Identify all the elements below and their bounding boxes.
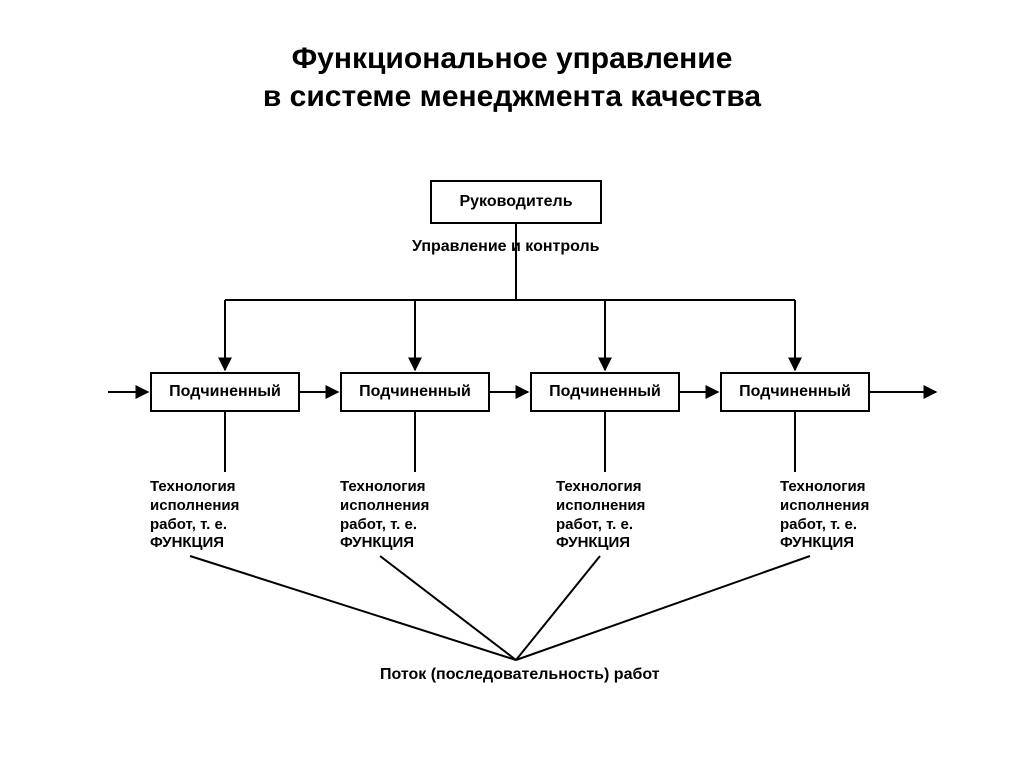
mid-label-text: Управление и контроль [412, 238, 600, 255]
mid-label: Управление и контроль [412, 238, 600, 256]
tech-line: работ, т. е. [780, 516, 857, 533]
subordinate-box-4: Подчиненный [720, 372, 870, 412]
subordinate-label: Подчиненный [359, 383, 471, 401]
tech-line: работ, т. е. [556, 516, 633, 533]
tech-line: Технология [780, 478, 865, 495]
root-box: Руководитель [430, 180, 602, 224]
tech-line: исполнения [150, 497, 239, 514]
title-line-2: в системе менеджмента качества [263, 80, 761, 113]
tech-line: работ, т. е. [150, 516, 227, 533]
subordinate-box-3: Подчиненный [530, 372, 680, 412]
subordinate-label: Подчиненный [549, 383, 661, 401]
tech-line: ФУНКЦИЯ [340, 534, 414, 551]
tech-block-2: Технология исполнения работ, т. е. ФУНКЦ… [340, 478, 429, 553]
flow-label: Поток (последовательность) работ [380, 666, 660, 684]
tech-line: ФУНКЦИЯ [150, 534, 224, 551]
diagram-page: Функциональное управление в системе мене… [0, 0, 1024, 767]
subordinate-label: Подчиненный [169, 383, 281, 401]
tech-line: исполнения [556, 497, 645, 514]
subordinate-box-2: Подчиненный [340, 372, 490, 412]
tech-block-3: Технология исполнения работ, т. е. ФУНКЦ… [556, 478, 645, 553]
page-title: Функциональное управление в системе мене… [0, 40, 1024, 115]
tech-line: ФУНКЦИЯ [556, 534, 630, 551]
tech-line: Технология [556, 478, 641, 495]
tech-line: Технология [150, 478, 235, 495]
subordinate-label: Подчиненный [739, 383, 851, 401]
flow-label-text: Поток (последовательность) работ [380, 666, 660, 683]
title-line-1: Функциональное управление [292, 42, 733, 75]
tech-block-4: Технология исполнения работ, т. е. ФУНКЦ… [780, 478, 869, 553]
tech-line: исполнения [780, 497, 869, 514]
tech-line: ФУНКЦИЯ [780, 534, 854, 551]
tech-line: Технология [340, 478, 425, 495]
subordinate-box-1: Подчиненный [150, 372, 300, 412]
root-box-label: Руководитель [459, 193, 572, 211]
tech-line: исполнения [340, 497, 429, 514]
tech-line: работ, т. е. [340, 516, 417, 533]
tech-block-1: Технология исполнения работ, т. е. ФУНКЦ… [150, 478, 239, 553]
